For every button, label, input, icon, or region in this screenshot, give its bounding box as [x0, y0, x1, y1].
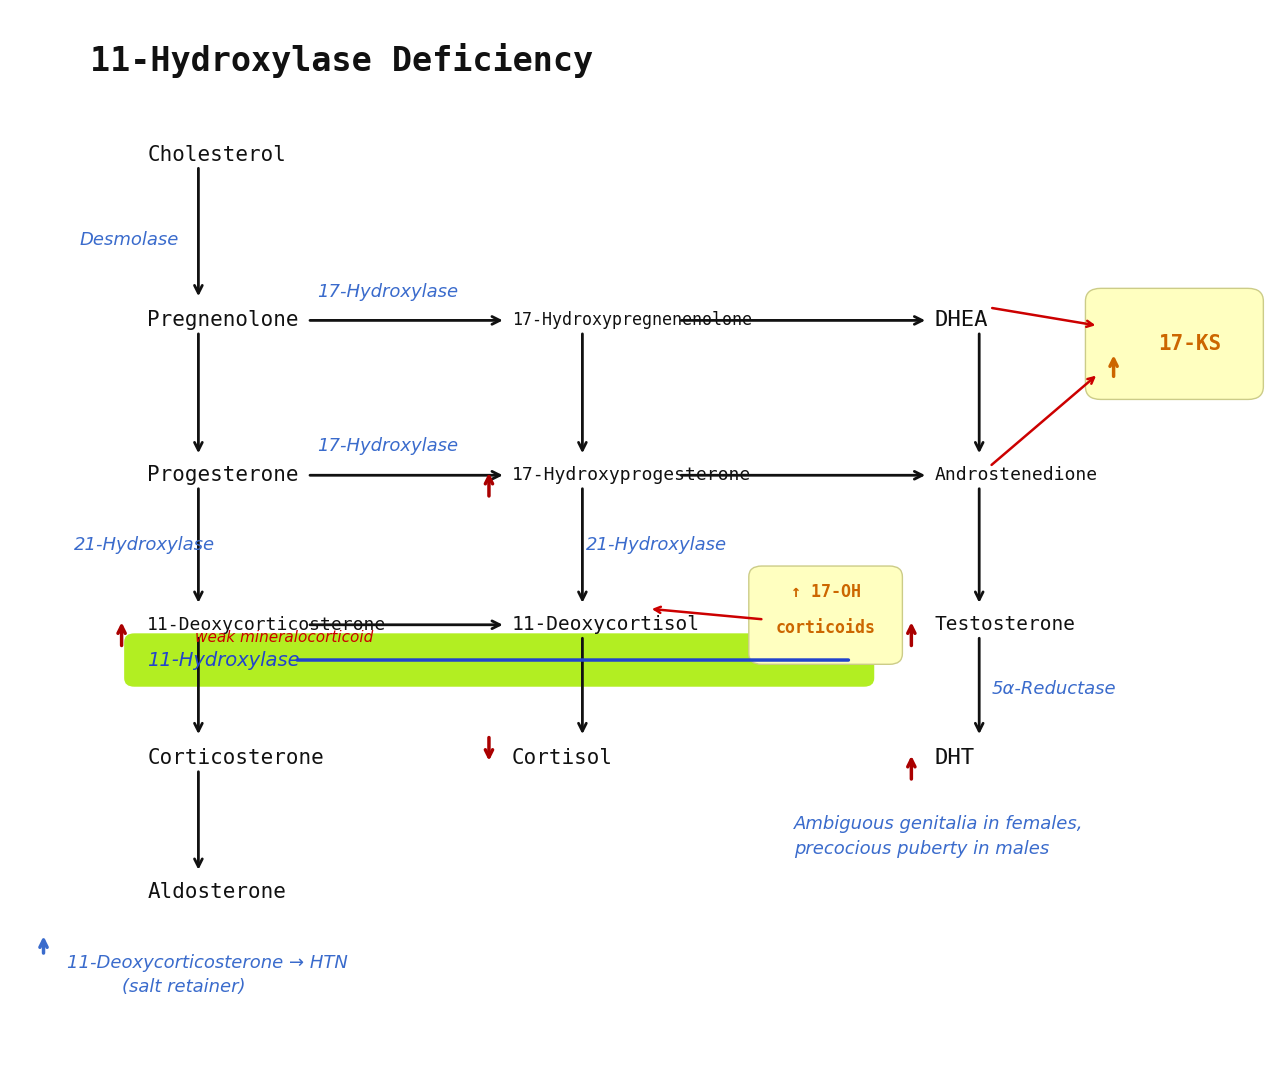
Text: Progesterone: Progesterone	[147, 466, 298, 485]
Text: Corticosterone: Corticosterone	[147, 749, 324, 768]
Text: Pregnenolone: Pregnenolone	[147, 311, 298, 330]
FancyBboxPatch shape	[1085, 288, 1263, 399]
Text: 21-Hydroxylase: 21-Hydroxylase	[586, 536, 727, 553]
Text: Testosterone: Testosterone	[934, 615, 1075, 634]
Text: 17-Hydroxypregnenenolone: 17-Hydroxypregnenenolone	[512, 312, 753, 329]
Text: Aldosterone: Aldosterone	[147, 882, 285, 901]
Text: 11-Deoxycorticosterone: 11-Deoxycorticosterone	[147, 616, 387, 633]
Text: Cortisol: Cortisol	[512, 749, 613, 768]
Text: ↑ 17-OH: ↑ 17-OH	[791, 583, 860, 600]
Text: Cholesterol: Cholesterol	[147, 145, 285, 164]
Text: precocious puberty in males: precocious puberty in males	[794, 841, 1048, 858]
FancyBboxPatch shape	[124, 633, 874, 687]
Text: (salt retainer): (salt retainer)	[122, 978, 244, 995]
Text: 17-Hydroxylase: 17-Hydroxylase	[317, 438, 458, 455]
Text: Ambiguous genitalia in females,: Ambiguous genitalia in females,	[794, 816, 1083, 833]
Text: 17-Hydroxyprogesterone: 17-Hydroxyprogesterone	[512, 467, 751, 484]
Text: 21-Hydroxylase: 21-Hydroxylase	[74, 536, 215, 553]
Text: DHEA: DHEA	[934, 311, 988, 330]
Text: 11-Deoxycorticosterone → HTN: 11-Deoxycorticosterone → HTN	[67, 955, 347, 972]
Text: 5α-Reductase: 5α-Reductase	[992, 680, 1116, 697]
Text: DHT: DHT	[934, 749, 974, 768]
Text: corticoids: corticoids	[776, 619, 876, 637]
Text: 11-Deoxycortisol: 11-Deoxycortisol	[512, 615, 700, 634]
Text: 11-Hydroxylase: 11-Hydroxylase	[147, 650, 300, 670]
Text: Androstenedione: Androstenedione	[934, 467, 1097, 484]
FancyBboxPatch shape	[749, 566, 902, 664]
Text: 17-Hydroxylase: 17-Hydroxylase	[317, 283, 458, 300]
Text: weak mineralocorticoid: weak mineralocorticoid	[195, 630, 372, 645]
Text: 17-KS: 17-KS	[1158, 334, 1221, 354]
Text: Desmolase: Desmolase	[79, 232, 179, 249]
Text: 11-Hydroxylase Deficiency: 11-Hydroxylase Deficiency	[90, 43, 593, 78]
